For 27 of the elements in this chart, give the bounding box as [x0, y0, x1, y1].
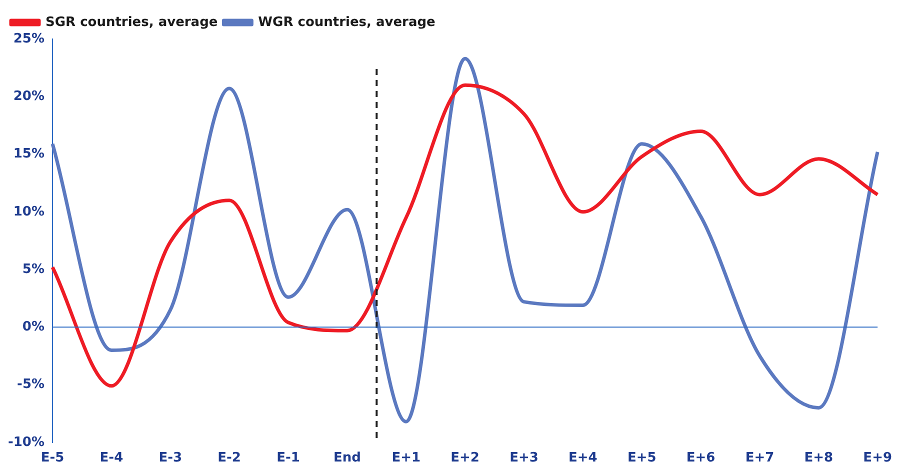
- x-tick-label: E-3: [158, 450, 182, 466]
- x-tick-label: E-2: [218, 450, 241, 466]
- y-tick-label: 25%: [13, 31, 45, 46]
- legend-label: SGR countries, average: [46, 14, 218, 30]
- x-tick-label: E+3: [510, 450, 538, 466]
- x-tick-label: End: [333, 450, 361, 466]
- x-tick-label: E+5: [627, 450, 656, 466]
- x-tick-label: E+1: [392, 450, 421, 466]
- y-tick-label: -5%: [17, 377, 45, 392]
- y-tick-label: 15%: [13, 146, 45, 162]
- line-series: [50, 83, 880, 388]
- x-tick-label: E+4: [568, 450, 598, 466]
- x-tick-label: E+6: [686, 450, 716, 466]
- x-tick-label: E+9: [863, 450, 892, 466]
- legend-label: WGR countries, average: [258, 14, 436, 30]
- y-tick-label: 5%: [22, 262, 45, 277]
- x-tick-label: E-4: [100, 450, 124, 466]
- x-tick-label: E+7: [745, 450, 774, 466]
- line-series: [50, 56, 880, 424]
- x-tick-label: E-5: [40, 450, 64, 466]
- x-tick-label: E+2: [450, 450, 480, 466]
- y-tick-label: 10%: [13, 204, 45, 220]
- y-tick-label: 20%: [13, 89, 45, 104]
- x-tick-label: E-1: [276, 450, 300, 466]
- x-tick-label: E+8: [804, 450, 834, 466]
- y-tick-label: -10%: [8, 434, 45, 450]
- y-tick-label: 0%: [22, 320, 45, 335]
